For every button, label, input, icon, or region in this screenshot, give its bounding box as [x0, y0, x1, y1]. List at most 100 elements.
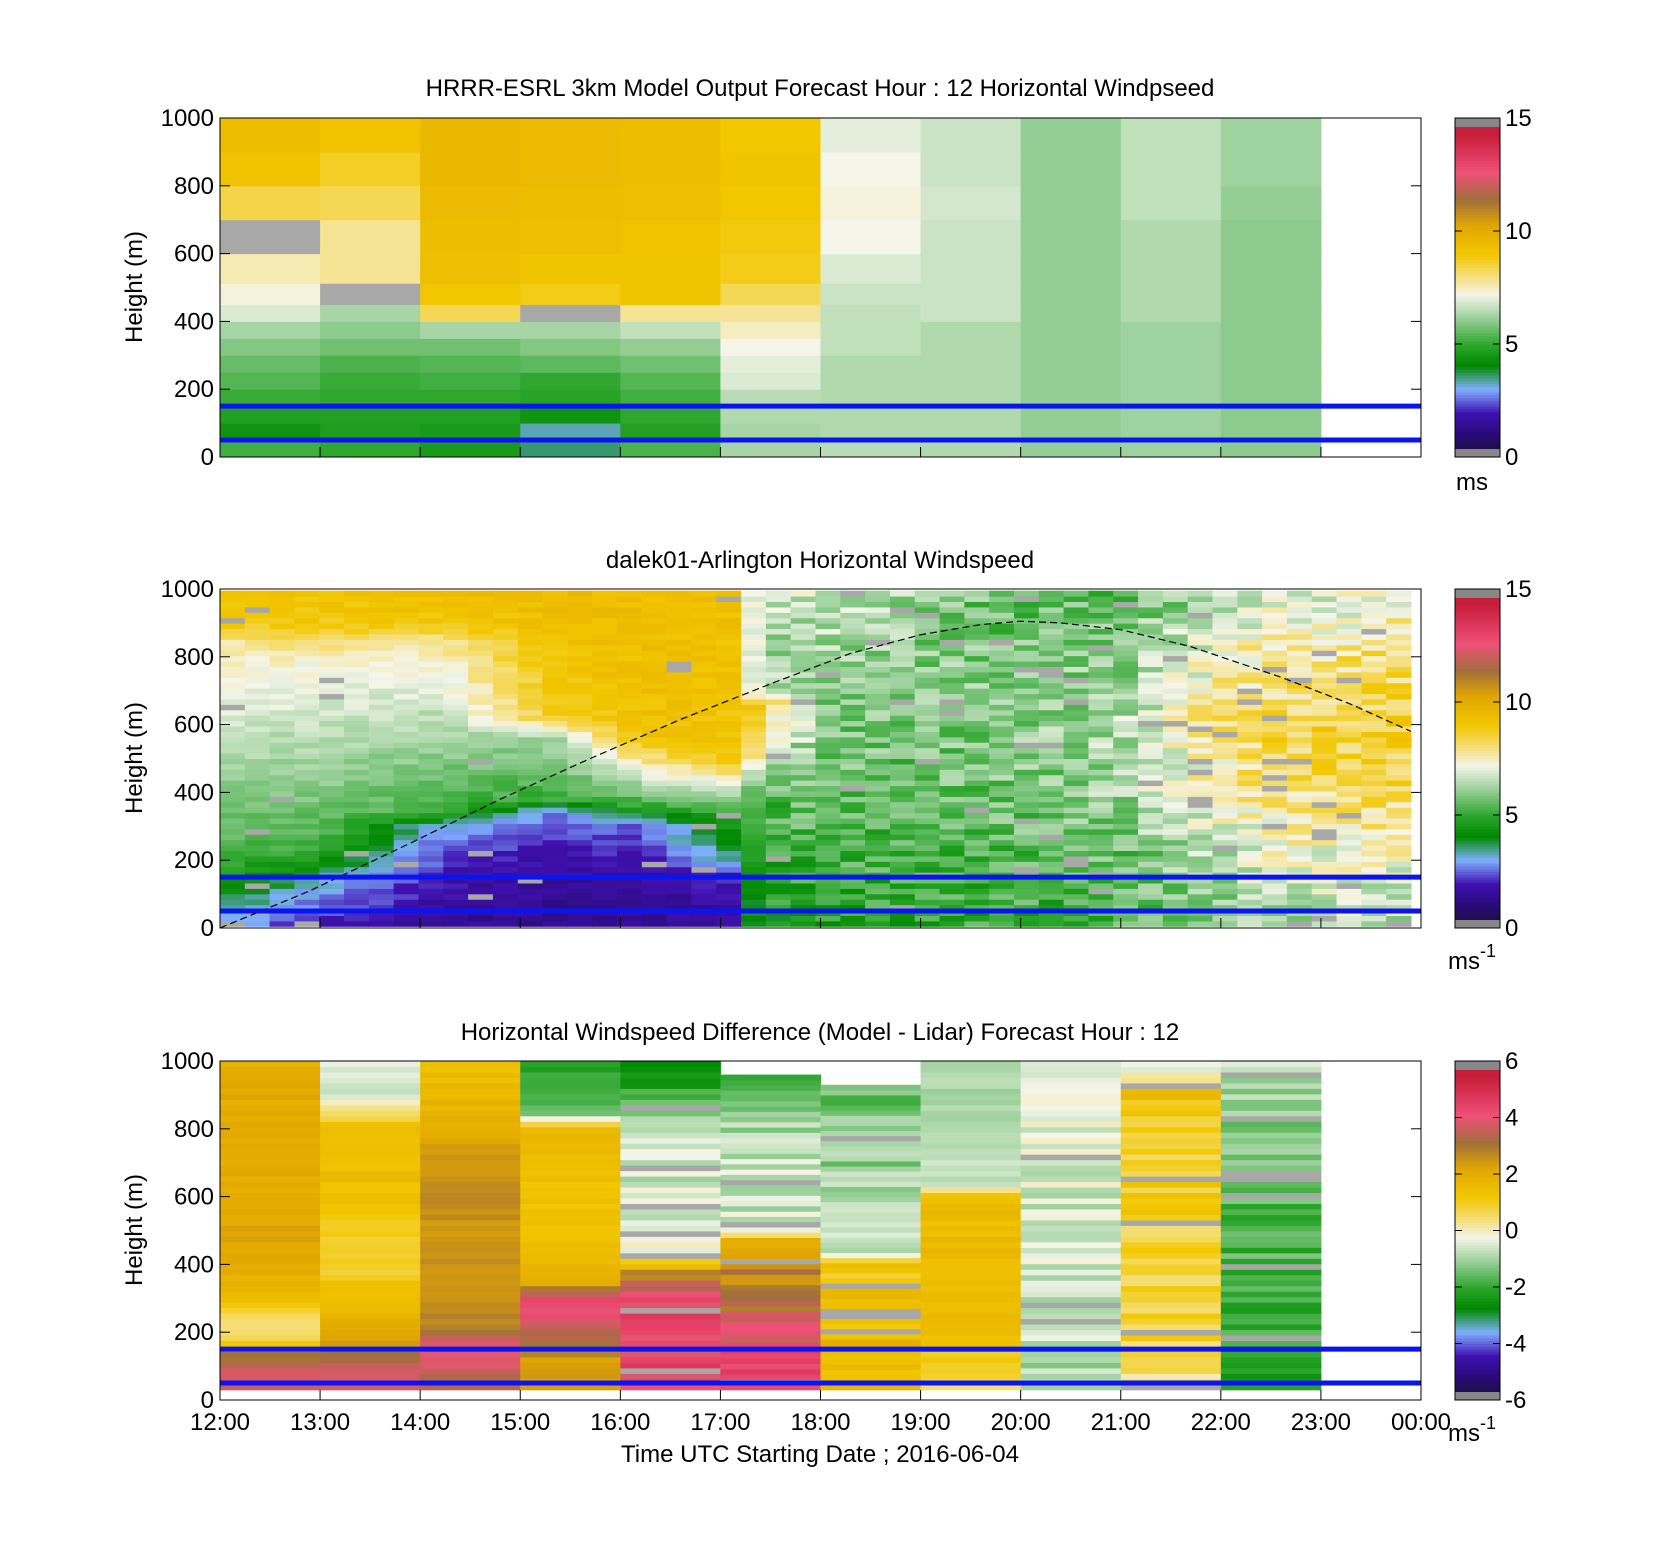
lidar-cell: [244, 726, 271, 732]
lidar-cell: [641, 612, 668, 619]
lidar-cell: [294, 774, 320, 781]
lidar-cell: [765, 666, 792, 673]
lidar-cell: [492, 661, 519, 667]
lidar-cell: [790, 866, 816, 873]
lidar-cell: [1162, 883, 1189, 889]
lidar-cell: [1336, 893, 1362, 900]
difference-cell: [420, 1099, 521, 1106]
lidar-cell: [616, 785, 643, 792]
colorbar-segment: [1455, 346, 1500, 351]
difference-cell: [520, 1082, 621, 1089]
difference-cell: [220, 1219, 321, 1226]
difference-cell: [720, 1179, 821, 1186]
lidar-cell: [666, 639, 692, 646]
lidar-cell: [889, 839, 916, 846]
difference-cell: [420, 1302, 521, 1309]
colorbar-segment: [1455, 185, 1500, 190]
lidar-cell: [344, 661, 370, 667]
difference-cell: [620, 1203, 721, 1210]
lidar-cell: [1262, 774, 1288, 781]
lidar-cell: [1336, 920, 1362, 927]
lidar-cell: [989, 617, 1015, 624]
lidar-cell: [1088, 693, 1114, 700]
lidar-cell: [1063, 807, 1089, 814]
lidar-cell: [393, 812, 419, 819]
lidar-cell: [964, 828, 990, 835]
lidar-cell: [418, 823, 444, 830]
lidar-cell: [1113, 661, 1139, 667]
lidar-cell: [294, 650, 320, 657]
lidar-cell: [517, 623, 544, 630]
lidar-cell: [914, 888, 941, 895]
difference-cell: [1020, 1367, 1122, 1374]
lidar-cell: [914, 736, 941, 743]
lidar-cell: [889, 633, 916, 640]
difference-cell: [920, 1093, 1022, 1100]
difference-cell: [420, 1241, 521, 1248]
lidar-cell: [1286, 742, 1313, 749]
lidar-cell: [1187, 769, 1213, 776]
difference-cell: [920, 1208, 1022, 1215]
difference-cell: [220, 1318, 321, 1325]
lidar-cell: [1138, 893, 1164, 900]
lidar-cell: [393, 742, 419, 749]
lidar-cell: [592, 720, 618, 727]
lidar-cell: [418, 644, 444, 651]
lidar-cell: [567, 715, 593, 722]
lidar-cell: [1063, 812, 1089, 819]
lidar-cell: [592, 628, 618, 635]
difference-cell: [1220, 1203, 1322, 1210]
lidar-cell: [741, 736, 767, 743]
lidar-cell: [1063, 623, 1089, 630]
lidar-cell: [1088, 677, 1114, 684]
lidar-cell: [616, 904, 643, 911]
lidar-cell: [1212, 828, 1238, 835]
difference-cell: [720, 1221, 821, 1228]
lidar-cell: [865, 704, 891, 711]
lidar-cell: [989, 812, 1015, 819]
lidar-cell: [443, 753, 469, 759]
difference-cell: [320, 1340, 421, 1347]
lidar-cell: [691, 763, 717, 770]
lidar-cell: [443, 763, 469, 770]
lidar-cell: [1138, 801, 1164, 808]
colorbar-segment: [1455, 1320, 1500, 1325]
lidar-cell: [542, 812, 568, 819]
lidar-cell: [344, 915, 370, 922]
lidar-cell: [319, 763, 345, 770]
lidar-cell: [542, 720, 568, 727]
lidar-cell: [294, 612, 320, 619]
lidar-cell: [939, 682, 965, 689]
lidar-cell: [1038, 644, 1065, 651]
lidar-cell: [691, 790, 717, 797]
lidar-cell: [1336, 726, 1362, 732]
lidar-cell: [840, 747, 866, 754]
difference-cell: [1120, 1143, 1222, 1150]
lidar-cell: [666, 693, 692, 700]
lidar-cell: [840, 666, 866, 673]
lidar-cell: [1013, 850, 1040, 857]
colorbar-segment: [1455, 1241, 1500, 1246]
difference-cell: [220, 1280, 321, 1287]
lidar-cell: [368, 639, 395, 646]
difference-cell: [620, 1335, 721, 1342]
difference-cell: [920, 1071, 1022, 1078]
lidar-cell: [1088, 850, 1114, 857]
colorbar-segment: [1455, 752, 1500, 757]
model-cell: [1220, 423, 1322, 441]
colorbar-segment: [1455, 1083, 1500, 1087]
colorbar-segment: [1455, 724, 1500, 728]
difference-cell: [520, 1302, 621, 1309]
lidar-cell: [492, 623, 519, 630]
lidar-cell: [989, 720, 1015, 727]
lidar-cell: [1286, 709, 1313, 716]
lidar-cell: [765, 720, 792, 727]
colorbar-segment: [1455, 656, 1500, 661]
lidar-cell: [443, 715, 469, 722]
lidar-cell: [517, 888, 544, 895]
lidar-cell: [964, 720, 990, 727]
lidar-cell: [1286, 628, 1313, 635]
model-cell: [720, 440, 821, 457]
lidar-cell: [865, 780, 891, 787]
difference-cell: [220, 1208, 321, 1215]
